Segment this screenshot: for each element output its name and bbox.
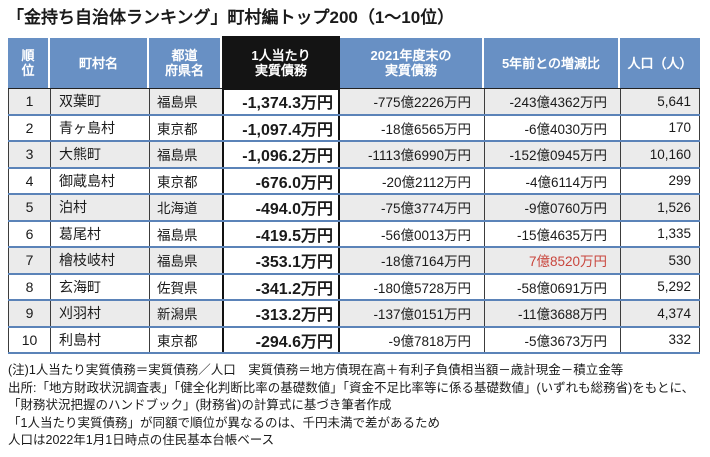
header-population: 人口（人） (620, 38, 700, 88)
rank-cell: 10 (8, 327, 50, 352)
change-cell: -11億3688万円 (484, 301, 620, 326)
debt-per-capita-cell: -313.2万円 (222, 301, 340, 326)
debt-per-capita-cell: -341.2万円 (222, 274, 340, 299)
debt-per-capita-cell: -353.1万円 (222, 248, 340, 273)
prefecture-cell: 福島県 (149, 221, 222, 246)
change-cell: -15億4635万円 (484, 221, 620, 246)
table-row: 9 刈羽村 新潟県 -313.2万円 -137億0151万円 -11億3688万… (8, 301, 700, 328)
population-cell: 299 (620, 168, 700, 193)
prefecture-cell: 福島県 (149, 248, 222, 273)
footnotes: (注)1人当たり実質債務＝実質債務／人口 実質債務＝地方債現在高＋有利子負債相当… (8, 362, 708, 450)
change-cell: -6億4030万円 (484, 115, 620, 140)
town-cell: 利島村 (50, 327, 149, 352)
change-cell: -5億3673万円 (484, 327, 620, 352)
table-row: 8 玄海町 佐賀県 -341.2万円 -180億5728万円 -58億0691万… (8, 274, 700, 301)
table-row: 7 檜枝岐村 福島県 -353.1万円 -18億7164万円 7億8520万円 … (8, 248, 700, 275)
population-cell: 332 (620, 327, 700, 352)
town-cell: 御蔵島村 (50, 168, 149, 193)
note-line: 人口は2022年1月1日時点の住民基本台帳ベース (8, 433, 275, 447)
population-cell: 10,160 (620, 142, 700, 167)
debt-per-capita-cell: -294.6万円 (222, 327, 340, 352)
header-change: 5年前との増減比 (484, 38, 620, 88)
table-row: 3 大熊町 福島県 -1,096.2万円 -1113億6990万円 -152億0… (8, 142, 700, 169)
prefecture-cell: 佐賀県 (149, 274, 222, 299)
table-row: 1 双葉町 福島県 -1,374.3万円 -775億2226万円 -243億43… (8, 89, 700, 116)
change-cell-positive: 7億8520万円 (484, 248, 620, 273)
population-cell: 4,374 (620, 301, 700, 326)
debt-per-capita-cell: -1,097.4万円 (222, 115, 340, 140)
header-total-debt: 2021年度末の 実質債務 (340, 38, 484, 88)
header-rank: 順 位 (8, 38, 50, 88)
population-cell: 5,641 (620, 89, 700, 114)
header-debt-per-capita: 1人当たり 実質債務 (222, 36, 340, 90)
total-debt-cell: -18億6565万円 (340, 115, 484, 140)
population-cell: 1,526 (620, 195, 700, 220)
change-cell: -152億0945万円 (484, 142, 620, 167)
total-debt-cell: -775億2226万円 (340, 89, 484, 114)
rank-cell: 2 (8, 115, 50, 140)
change-cell: -9億0760万円 (484, 195, 620, 220)
change-cell: -4億6114万円 (484, 168, 620, 193)
rank-cell: 4 (8, 168, 50, 193)
header-prefecture: 都道 府県名 (149, 38, 222, 88)
change-cell: -58億0691万円 (484, 274, 620, 299)
ranking-table: 順 位 町村名 都道 府県名 1人当たり 実質債務 2021年度末の 実質債務 … (8, 36, 700, 354)
total-debt-cell: -180億5728万円 (340, 274, 484, 299)
total-debt-cell: -20億2112万円 (340, 168, 484, 193)
town-cell: 葛尾村 (50, 221, 149, 246)
town-cell: 刈羽村 (50, 301, 149, 326)
note-line: 出所:「地方財政状況調査表」「健全化判断比率の基礎数値」「資金不足比率等に係る基… (8, 380, 695, 395)
total-debt-cell: -75億3774万円 (340, 195, 484, 220)
rank-cell: 6 (8, 221, 50, 246)
population-cell: 1,335 (620, 221, 700, 246)
prefecture-cell: 東京都 (149, 115, 222, 140)
change-cell: -243億4362万円 (484, 89, 620, 114)
note-line: 「財務状況把握のハンドブック」(財務省)の計算式に基づき筆者作成 (8, 398, 392, 412)
debt-per-capita-cell: -494.0万円 (222, 195, 340, 220)
rank-cell: 1 (8, 89, 50, 114)
total-debt-cell: -18億7164万円 (340, 248, 484, 273)
header-row: 順 位 町村名 都道 府県名 1人当たり 実質債務 2021年度末の 実質債務 … (8, 36, 700, 90)
total-debt-cell: -137億0151万円 (340, 301, 484, 326)
town-cell: 泊村 (50, 195, 149, 220)
population-cell: 5,292 (620, 274, 700, 299)
rank-cell: 3 (8, 142, 50, 167)
prefecture-cell: 新潟県 (149, 301, 222, 326)
table-row: 2 青ヶ島村 東京都 -1,097.4万円 -18億6565万円 -6億4030… (8, 115, 700, 142)
town-cell: 大熊町 (50, 142, 149, 167)
prefecture-cell: 東京都 (149, 168, 222, 193)
note-line: 「1人当たり実質債務」が同額で順位が異なるのは、千円未満で差があるため (8, 415, 440, 430)
table-row: 10 利島村 東京都 -294.6万円 -9億7818万円 -5億3673万円 … (8, 327, 700, 354)
town-cell: 玄海町 (50, 274, 149, 299)
total-debt-cell: -56億0013万円 (340, 221, 484, 246)
note-line: (注)1人当たり実質債務＝実質債務／人口 実質債務＝地方債現在高＋有利子負債相当… (8, 363, 624, 377)
rank-cell: 8 (8, 274, 50, 299)
population-cell: 170 (620, 115, 700, 140)
prefecture-cell: 福島県 (149, 89, 222, 114)
prefecture-cell: 東京都 (149, 327, 222, 352)
prefecture-cell: 福島県 (149, 142, 222, 167)
rank-cell: 7 (8, 248, 50, 273)
table-row: 4 御蔵島村 東京都 -676.0万円 -20億2112万円 -4億6114万円… (8, 168, 700, 195)
debt-per-capita-cell: -419.5万円 (222, 221, 340, 246)
page-title: 「金持ち自治体ランキング」町村編トップ200（1～10位） (7, 8, 455, 27)
debt-per-capita-cell: -1,374.3万円 (222, 89, 340, 114)
rank-cell: 9 (8, 301, 50, 326)
population-cell: 530 (620, 248, 700, 273)
town-cell: 双葉町 (50, 89, 149, 114)
total-debt-cell: -1113億6990万円 (340, 142, 484, 167)
table-row: 6 葛尾村 福島県 -419.5万円 -56億0013万円 -15億4635万円… (8, 221, 700, 248)
prefecture-cell: 北海道 (149, 195, 222, 220)
debt-per-capita-cell: -1,096.2万円 (222, 142, 340, 167)
header-town: 町村名 (50, 38, 149, 88)
town-cell: 檜枝岐村 (50, 248, 149, 273)
total-debt-cell: -9億7818万円 (340, 327, 484, 352)
town-cell: 青ヶ島村 (50, 115, 149, 140)
rank-cell: 5 (8, 195, 50, 220)
table-row: 5 泊村 北海道 -494.0万円 -75億3774万円 -9億0760万円 1… (8, 195, 700, 222)
debt-per-capita-cell: -676.0万円 (222, 168, 340, 193)
